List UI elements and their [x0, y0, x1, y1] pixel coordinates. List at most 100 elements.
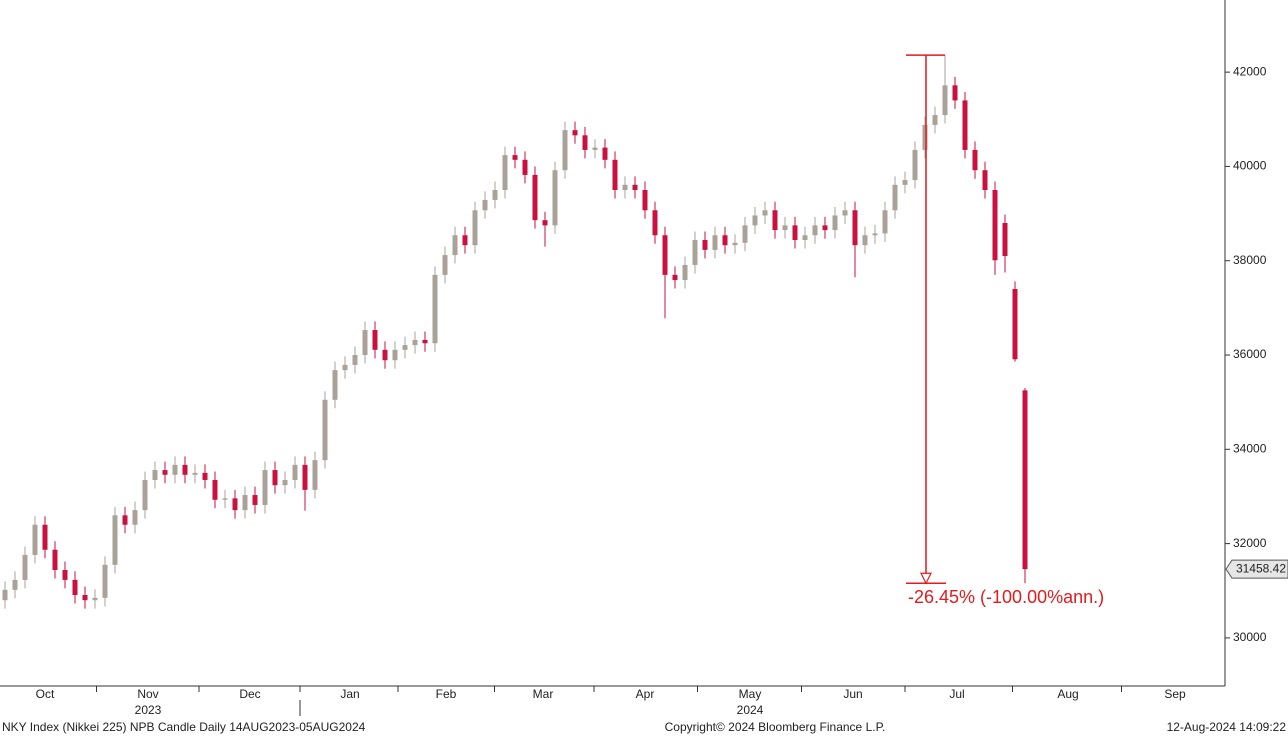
- candle-body: [282, 479, 288, 486]
- y-tick-label: 38000: [1233, 253, 1267, 267]
- candle-body: [342, 364, 348, 371]
- candle-body: [592, 147, 598, 150]
- candle-body: [52, 549, 58, 571]
- candle-body: [192, 472, 198, 475]
- year-label: 2024: [737, 703, 764, 717]
- candle-body: [922, 124, 928, 150]
- candle-body: [552, 170, 558, 226]
- y-tick-label: 30000: [1233, 630, 1267, 644]
- x-tick-label: Aug: [1057, 687, 1078, 701]
- candle-body: [442, 255, 448, 275]
- footer-left: NKY Index (Nikkei 225) NPB Candle Daily …: [2, 720, 366, 734]
- candle-body: [952, 85, 958, 101]
- candle-body: [822, 225, 828, 231]
- y-tick-label: 32000: [1233, 536, 1267, 550]
- footer-center: Copyright© 2024 Bloomberg Finance L.P.: [665, 720, 886, 734]
- footer-right: 12-Aug-2024 14:09:22: [1167, 720, 1287, 734]
- candle-body: [242, 495, 248, 511]
- candle-body: [582, 135, 588, 150]
- candle-body: [652, 210, 658, 236]
- candle-body: [302, 464, 308, 490]
- candle-body: [322, 399, 328, 461]
- candle-body: [182, 464, 188, 475]
- x-tick-label: Jun: [843, 687, 862, 701]
- annotation-arrowhead: [920, 572, 932, 585]
- candle-body: [142, 479, 148, 511]
- candle-body: [962, 100, 968, 150]
- candle-body: [612, 159, 618, 191]
- candle-body: [882, 210, 888, 234]
- candle-body: [212, 479, 218, 500]
- candle-body: [862, 235, 868, 246]
- candle-body: [1012, 289, 1018, 360]
- candle-body: [12, 579, 18, 590]
- x-tick-label: Dec: [239, 687, 260, 701]
- y-tick-label: 40000: [1233, 159, 1267, 173]
- candle-body: [982, 170, 988, 191]
- candle-body: [542, 220, 548, 226]
- candle-body: [462, 235, 468, 246]
- candle-body: [692, 239, 698, 265]
- candle-body: [832, 215, 838, 231]
- candle-body: [732, 242, 738, 246]
- x-tick-label: Jul: [949, 687, 964, 701]
- candle-body: [772, 210, 778, 231]
- candle-body: [572, 130, 578, 136]
- candle-body: [42, 524, 48, 550]
- x-tick-label: May: [739, 687, 762, 701]
- candle-body: [352, 355, 358, 365]
- year-label: 2023: [135, 703, 162, 717]
- candle-body: [22, 554, 28, 580]
- candle-body: [562, 130, 568, 171]
- candle-body: [162, 470, 168, 475]
- x-tick-label: Nov: [137, 687, 158, 701]
- candle-body: [702, 239, 708, 250]
- candle-body: [622, 184, 628, 191]
- candle-body: [712, 235, 718, 250]
- last-price-label: 31458.42: [1236, 561, 1286, 575]
- candle-body: [432, 274, 438, 344]
- candle-body: [312, 460, 318, 490]
- candle-body: [842, 210, 848, 216]
- candle-body: [802, 235, 808, 240]
- candle-body: [132, 510, 138, 525]
- candle-body: [1022, 390, 1028, 570]
- y-tick-label: 34000: [1233, 441, 1267, 455]
- candle-body: [472, 210, 478, 246]
- candle-body: [392, 349, 398, 361]
- annotation-text: -26.45% (-100.00%ann.): [908, 587, 1104, 607]
- x-tick-label: Apr: [636, 687, 655, 701]
- y-tick-label: 42000: [1233, 64, 1267, 78]
- candle-body: [292, 464, 298, 480]
- y-tick-label: 36000: [1233, 347, 1267, 361]
- candle-body: [972, 149, 978, 171]
- candle-body: [752, 215, 758, 226]
- candle-body: [782, 225, 788, 231]
- candle-body: [272, 470, 278, 486]
- x-tick-label: Jan: [340, 687, 359, 701]
- candle-body: [2, 589, 8, 601]
- candle-body: [92, 597, 98, 601]
- candle-body: [202, 472, 208, 480]
- candle-body: [492, 190, 498, 200]
- candle-body: [422, 339, 428, 344]
- candle-body: [262, 470, 268, 505]
- candle-body: [412, 339, 418, 346]
- candle-body: [932, 115, 938, 125]
- candle-body: [112, 515, 118, 565]
- candle-body: [602, 147, 608, 160]
- candle-body: [522, 159, 528, 175]
- candle-body: [512, 155, 518, 160]
- candle-body: [742, 225, 748, 243]
- candle-body: [632, 184, 638, 191]
- candle-body: [332, 370, 338, 400]
- candle-body: [852, 210, 858, 246]
- x-tick-label: Mar: [533, 687, 554, 701]
- candle-body: [402, 345, 408, 350]
- candle-body: [72, 579, 78, 596]
- candle-body: [482, 199, 488, 211]
- candle-body: [172, 464, 178, 475]
- x-tick-label: Sep: [1164, 687, 1186, 701]
